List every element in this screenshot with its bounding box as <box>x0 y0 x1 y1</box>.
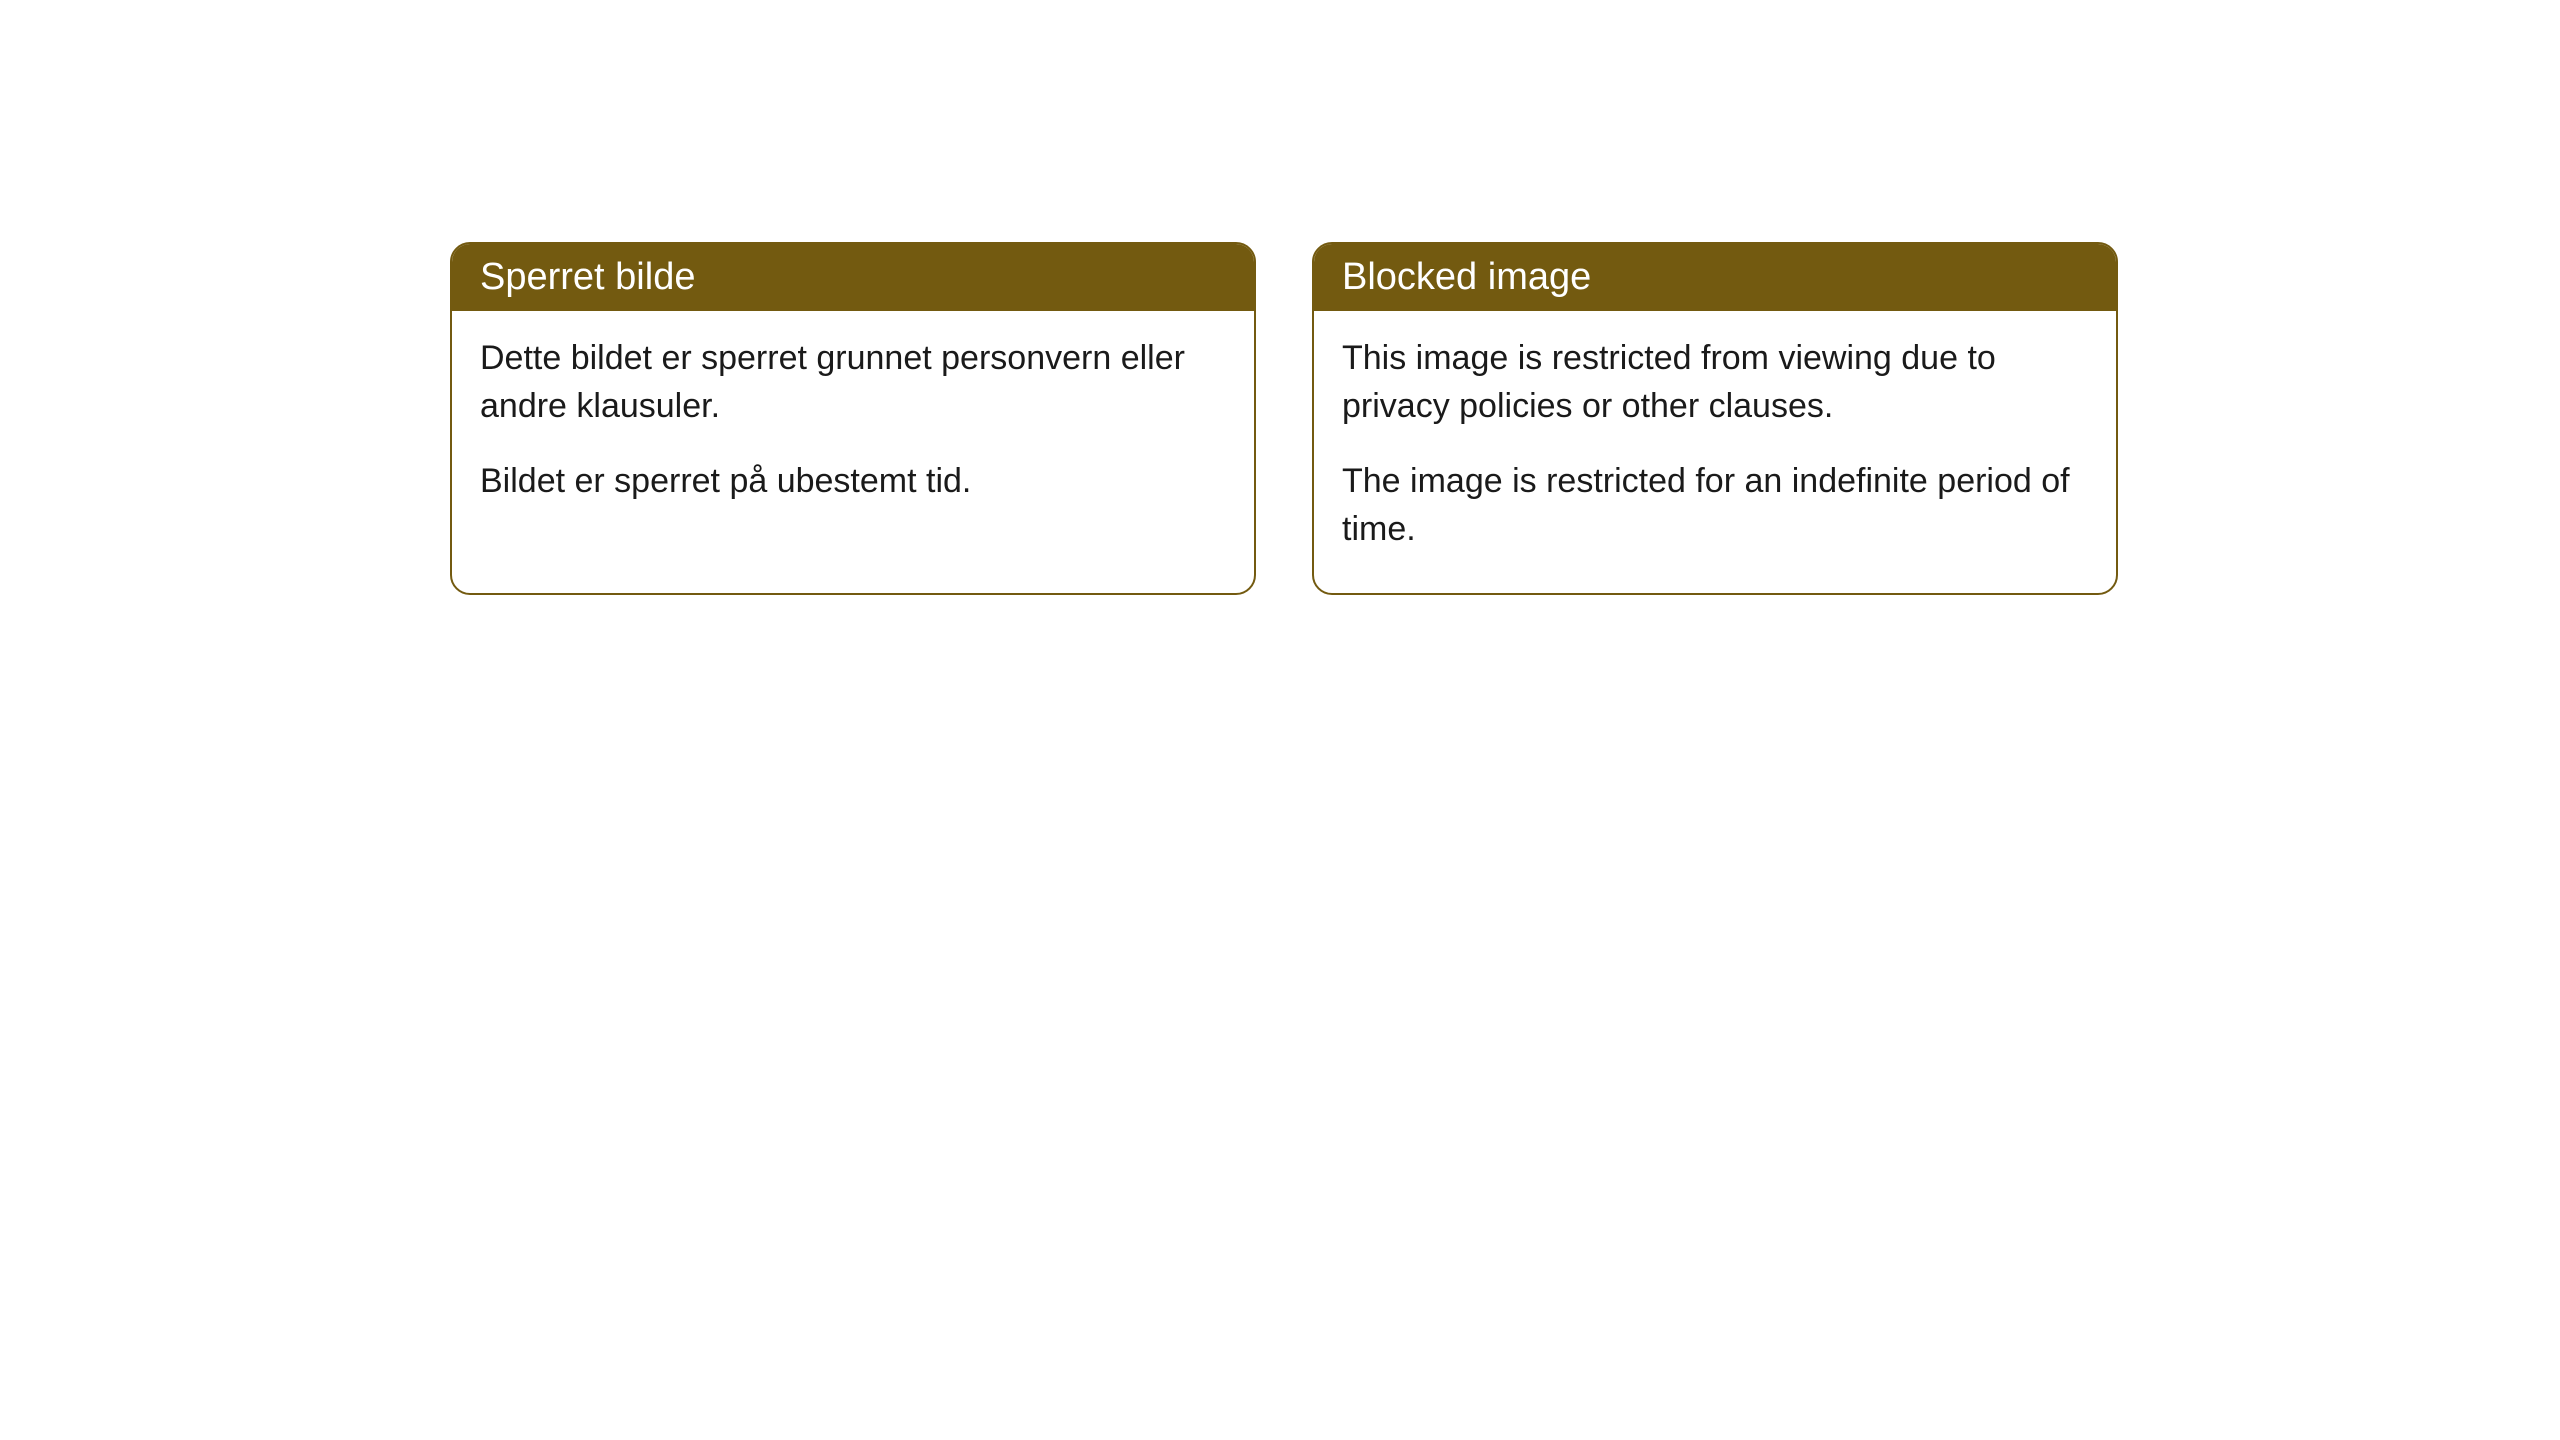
card-title: Blocked image <box>1342 256 1591 298</box>
notice-card-norwegian: Sperret bilde Dette bildet er sperret gr… <box>450 242 1256 595</box>
card-header: Sperret bilde <box>452 244 1254 311</box>
card-paragraph: Bildet er sperret på ubestemt tid. <box>480 458 1226 506</box>
card-paragraph: Dette bildet er sperret grunnet personve… <box>480 335 1226 430</box>
card-header: Blocked image <box>1314 244 2116 311</box>
card-body: Dette bildet er sperret grunnet personve… <box>452 311 1254 546</box>
notice-card-english: Blocked image This image is restricted f… <box>1312 242 2118 595</box>
card-body: This image is restricted from viewing du… <box>1314 311 2116 593</box>
card-paragraph: The image is restricted for an indefinit… <box>1342 458 2088 553</box>
card-title: Sperret bilde <box>480 256 695 298</box>
card-paragraph: This image is restricted from viewing du… <box>1342 335 2088 430</box>
notice-cards-container: Sperret bilde Dette bildet er sperret gr… <box>450 242 2118 595</box>
